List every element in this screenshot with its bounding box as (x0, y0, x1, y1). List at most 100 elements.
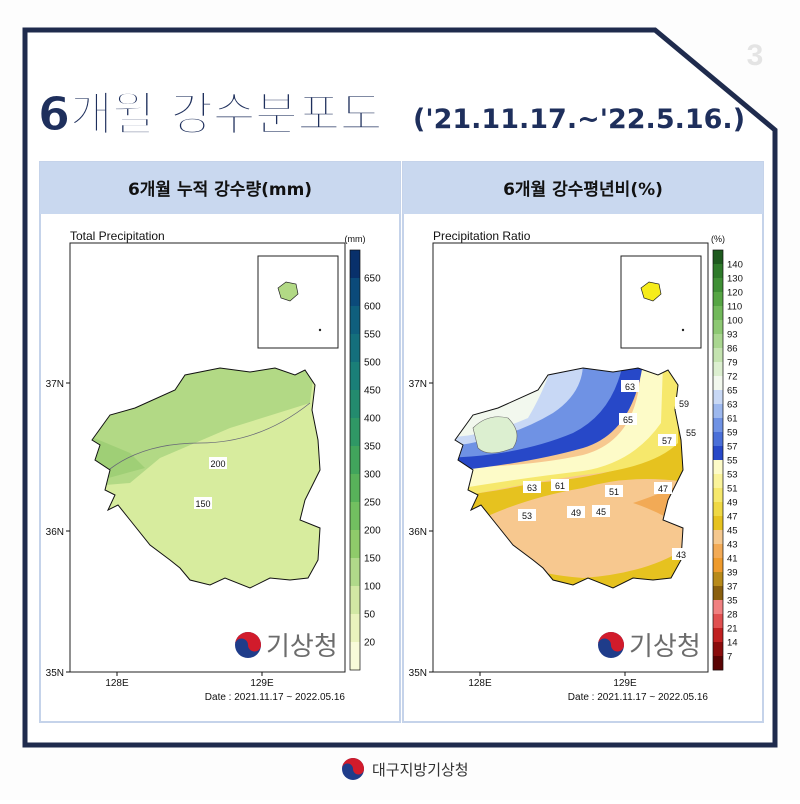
contour-line (104, 402, 311, 474)
lon-label: 128E (468, 678, 492, 689)
legend-unit: (%) (711, 234, 725, 244)
island (640, 281, 662, 302)
map-title: Total Precipitation (70, 229, 165, 243)
logo-red (598, 632, 624, 652)
lon-label: 129E (250, 678, 274, 689)
legend-label: 53 (727, 470, 738, 481)
legend-border (349, 249, 361, 671)
panel: 6개월 강수평년비(%) Precipitation Ratio 63 65 59 55 5… (402, 161, 764, 723)
legend-swatch (713, 278, 723, 293)
panel: 6개월 누적 강수량(mm) Total Precipitation 200 150 3… (39, 161, 401, 723)
inset-box (257, 255, 339, 349)
contour-label-bg (619, 413, 637, 425)
legend-swatch (350, 418, 360, 447)
legend-label: 100 (727, 316, 743, 327)
lat-label: 36N (46, 527, 64, 538)
legend-label: 51 (727, 484, 738, 495)
legend-swatch (713, 292, 723, 307)
legend-swatch (713, 306, 723, 321)
contour-label-bg (209, 457, 227, 469)
contour-label: 57 (662, 436, 672, 446)
legend-label: 650 (364, 274, 381, 285)
contour-label: 47 (658, 484, 668, 494)
legend-label: 150 (364, 554, 381, 565)
contour-label-bg (518, 509, 536, 521)
legend-label: 550 (364, 330, 381, 341)
contour-label-bg (658, 434, 676, 446)
contour-label: 51 (609, 487, 619, 497)
panel-heading: 6개월 누적 강수량(mm) (128, 180, 312, 200)
legend-swatch (350, 362, 360, 391)
legend-unit: (mm) (345, 234, 366, 244)
legend-swatch (713, 600, 723, 615)
legend-swatch (713, 320, 723, 335)
lat-label: 36N (409, 527, 427, 538)
legend-swatch (713, 264, 723, 279)
contour-band (455, 368, 663, 493)
legend-label: 400 (364, 414, 381, 425)
legend-swatch (713, 586, 723, 601)
legend-label: 79 (727, 358, 738, 369)
logo-red (235, 632, 261, 652)
legend-label: 93 (727, 330, 738, 341)
legend-label: 130 (727, 274, 743, 285)
contour-label: 59 (679, 399, 689, 409)
legend-swatch (350, 390, 360, 419)
legend-swatch (350, 558, 360, 587)
logo-text: 기상청 (266, 632, 338, 662)
legend-swatch (713, 572, 723, 587)
legend-swatch (350, 474, 360, 503)
contour-label-bg (672, 548, 690, 560)
legend-label: 14 (727, 638, 738, 649)
contour-band (455, 368, 683, 543)
island (277, 281, 299, 302)
panels: 6개월 누적 강수량(mm) Total Precipitation 200 150 3… (39, 161, 764, 723)
legend-swatch (713, 544, 723, 559)
legend-swatch (350, 502, 360, 531)
legend-swatch (713, 642, 723, 657)
legend-label: 37 (727, 582, 738, 593)
contour-label: 65 (623, 415, 633, 425)
legend-label: 55 (727, 456, 738, 467)
legend-swatch (350, 614, 360, 643)
legend-label: 500 (364, 358, 381, 369)
lat-label: 35N (46, 668, 64, 679)
islet (681, 328, 685, 332)
contour-label: 61 (555, 481, 565, 491)
contour-label-bg (523, 481, 541, 493)
contour-label-bg (654, 482, 672, 494)
legend-swatch (350, 278, 360, 307)
legend-swatch (350, 446, 360, 475)
panel-header (403, 162, 763, 214)
contour-label: 55 (686, 428, 696, 438)
contour-label: 45 (596, 507, 606, 517)
contour-label-bg (592, 505, 610, 517)
legend-swatch (350, 530, 360, 559)
legend-swatch (713, 376, 723, 391)
legend-label: 300 (364, 470, 381, 481)
legend-swatch (713, 614, 723, 629)
legend-label: 50 (364, 610, 376, 621)
legend-label: 86 (727, 344, 738, 355)
legend-swatch (713, 488, 723, 503)
lat-label: 37N (409, 379, 427, 390)
legend-swatch (350, 642, 360, 671)
title: 6개월 강수분포도 (38, 87, 382, 141)
legend-label: 39 (727, 568, 738, 579)
legend-label: 49 (727, 498, 738, 509)
legend-label: 110 (727, 302, 742, 313)
contour-band (472, 416, 518, 454)
footer: 대구지방기상청 (372, 761, 469, 779)
inset-box (620, 255, 702, 349)
legend-swatch (713, 348, 723, 363)
legend-swatch (713, 474, 723, 489)
legend-swatch (713, 432, 723, 447)
legend-label: 21 (727, 624, 738, 635)
lat-label: 35N (409, 668, 427, 679)
legend-swatch (713, 334, 723, 349)
contour-label: 150 (195, 499, 210, 509)
legend-swatch (713, 460, 723, 475)
contour-label: 63 (527, 483, 537, 493)
map-title: Precipitation Ratio (433, 229, 531, 243)
